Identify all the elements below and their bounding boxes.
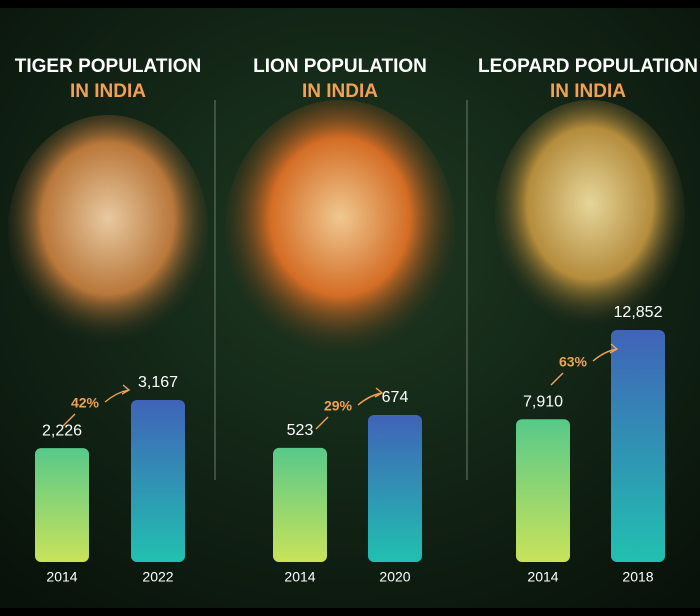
growth-arrow — [592, 343, 619, 362]
bar — [611, 330, 665, 562]
bar — [516, 419, 570, 562]
tiger-image — [8, 115, 208, 345]
chart-subtitle: IN INDIA — [302, 81, 378, 102]
leopard-image — [495, 100, 685, 330]
value-label: 7,910 — [523, 393, 563, 410]
bottom-border — [0, 608, 700, 616]
x-tick-label: 2014 — [46, 569, 77, 585]
x-tick-label: 2018 — [622, 569, 653, 585]
x-tick-label: 2014 — [284, 569, 315, 585]
top-border — [0, 0, 700, 8]
growth-arrow — [315, 416, 329, 430]
value-label: 12,852 — [614, 304, 663, 321]
bar — [35, 448, 89, 562]
x-tick-label: 2014 — [527, 569, 558, 585]
growth-arrow — [357, 387, 384, 406]
bar — [273, 447, 327, 562]
growth-label: 29% — [324, 398, 353, 414]
value-label: 2,226 — [42, 422, 82, 439]
value-label: 674 — [382, 389, 409, 406]
x-tick-label: 2020 — [379, 569, 410, 585]
chart-title: TIGER POPULATION — [15, 56, 201, 77]
lion-image — [225, 100, 455, 360]
growth-arrow — [104, 384, 131, 403]
growth-label: 63% — [559, 354, 588, 370]
value-label: 523 — [287, 422, 314, 439]
growth-label: 42% — [71, 395, 100, 411]
x-tick-label: 2022 — [142, 569, 173, 585]
bar — [368, 415, 422, 562]
bar — [131, 400, 185, 562]
value-label: 3,167 — [138, 374, 178, 391]
chart-title: LION POPULATION — [253, 56, 427, 77]
growth-arrow — [550, 372, 564, 386]
chart-title: LEOPARD POPULATION — [478, 56, 698, 77]
chart-subtitle: IN INDIA — [550, 81, 626, 102]
growth-arrow — [62, 413, 76, 427]
chart-subtitle: IN INDIA — [70, 81, 146, 102]
